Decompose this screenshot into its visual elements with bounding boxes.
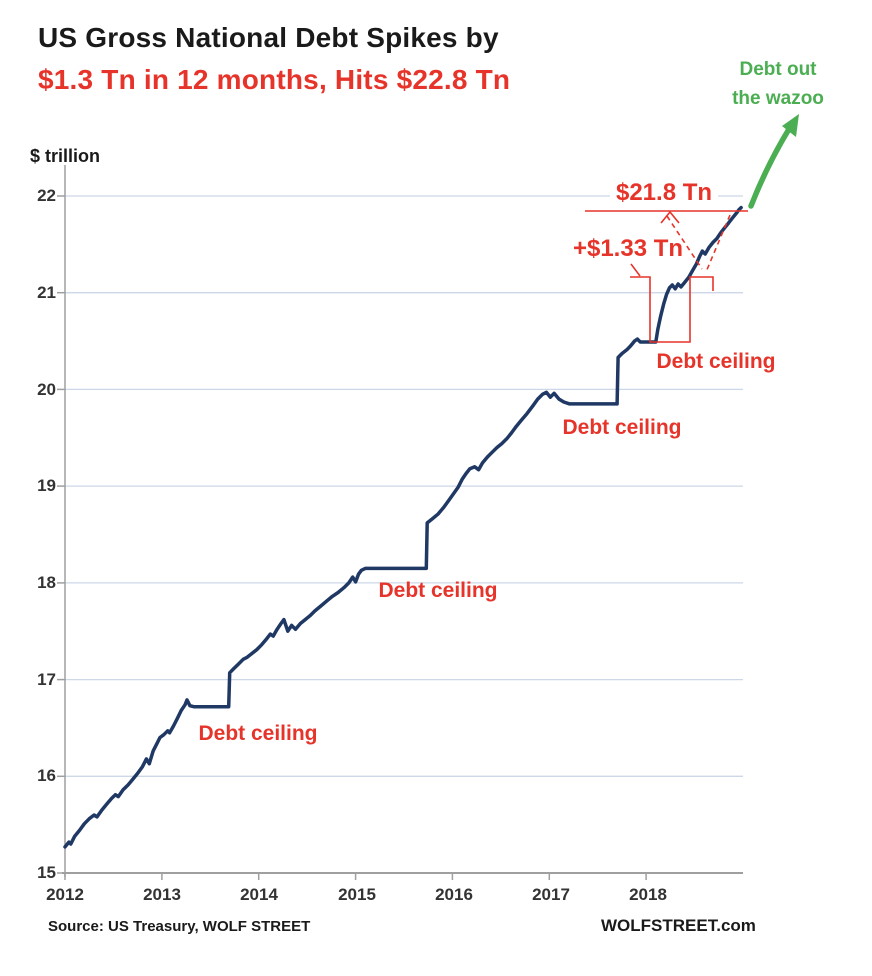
wazoo-note-line2: the wazoo bbox=[732, 88, 824, 109]
debt-ceiling-label-2018: Debt ceiling bbox=[656, 350, 776, 373]
ytick-21: 21 bbox=[37, 283, 56, 302]
increase-label-1-33-tn: +$1.33 Tn bbox=[572, 235, 684, 262]
wazoo-arrow bbox=[748, 114, 799, 209]
ytick-16: 16 bbox=[37, 766, 56, 785]
wolfstreet-brand: WOLFSTREET.com bbox=[601, 916, 756, 935]
ytick-20: 20 bbox=[37, 380, 56, 399]
xtick-2012: 2012 bbox=[46, 885, 84, 904]
level-label-21-8-tn: $21.8 Tn bbox=[609, 180, 719, 206]
debt-ceiling-label-2013: Debt ceiling bbox=[198, 722, 318, 745]
gridlines bbox=[65, 195, 743, 777]
source-credit: Source: US Treasury, WOLF STREET bbox=[48, 918, 311, 935]
debt-out-the-wazoo-note: Debt out the wazoo bbox=[712, 55, 844, 113]
y-axis-title: $ trillion bbox=[30, 146, 101, 166]
chart-title-line1: US Gross National Debt Spikes by bbox=[38, 22, 499, 53]
level-caret-arrowhead bbox=[660, 210, 680, 224]
xtick-2013: 2013 bbox=[143, 885, 181, 904]
chart-title-line2: $1.3 Tn in 12 months, Hits $22.8 Tn bbox=[38, 64, 511, 95]
ytick-19: 19 bbox=[37, 476, 56, 495]
xtick-2015: 2015 bbox=[338, 885, 376, 904]
xtick-2014: 2014 bbox=[240, 885, 278, 904]
ytick-15: 15 bbox=[37, 863, 56, 882]
xtick-2017: 2017 bbox=[532, 885, 570, 904]
debt-series-line bbox=[63, 205, 743, 849]
wazoo-arrow-shaft bbox=[748, 126, 792, 209]
xtick-2016: 2016 bbox=[435, 885, 473, 904]
ytick-22: 22 bbox=[37, 186, 56, 205]
xtick-2018: 2018 bbox=[629, 885, 667, 904]
tick-marks bbox=[57, 195, 647, 880]
axes bbox=[62, 165, 743, 877]
measure-leg-right bbox=[705, 214, 731, 273]
debt-ceiling-label-2015: Debt ceiling bbox=[378, 579, 498, 602]
red-annotations bbox=[585, 210, 748, 343]
ytick-17: 17 bbox=[37, 670, 56, 689]
increase-bracket bbox=[630, 276, 714, 343]
wazoo-note-line1: Debt out bbox=[739, 59, 817, 80]
measure-leg-left bbox=[666, 215, 703, 270]
wazoo-arrow-head bbox=[782, 114, 799, 137]
increase-label-tick bbox=[630, 263, 641, 277]
debt-ceiling-label-2017: Debt ceiling bbox=[562, 416, 682, 439]
ytick-18: 18 bbox=[37, 573, 56, 592]
